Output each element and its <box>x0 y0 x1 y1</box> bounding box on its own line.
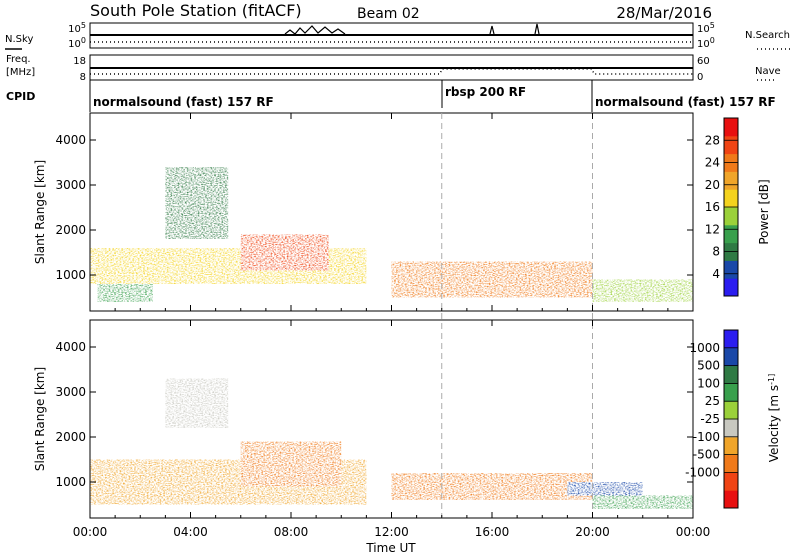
noise-top-tick: 105 <box>68 21 86 35</box>
beam-label: Beam 02 <box>357 6 420 22</box>
freq-top-tick: 18 <box>73 56 86 67</box>
power-region-5 <box>592 279 693 302</box>
velocity-panel: 1000 2000 3000 4000 Slant Range [km] <box>33 319 694 519</box>
power-ylabel: Slant Range [km] <box>33 160 47 264</box>
power-colorbar-label-0: 4 <box>712 267 720 281</box>
velocity-ytick-label-0: 1000 <box>55 475 86 489</box>
cpid-segment-2: rbsp 200 RF <box>445 85 526 99</box>
nave-label: Nave <box>755 66 781 77</box>
date-label: 28/Mar/2016 <box>616 4 712 22</box>
velocity-region-5 <box>592 495 693 509</box>
power-colorbar-label-6: 28 <box>705 133 720 147</box>
velocity-colorbar-segment-6 <box>724 383 738 402</box>
x-tick-label-2: 08:00 <box>274 525 309 539</box>
power-colorbar-segment-0 <box>724 278 738 297</box>
velocity-ytick-label-3: 4000 <box>55 340 86 354</box>
station-title: South Pole Station (fitACF) <box>90 1 302 20</box>
velocity-colorbar-label-0: 1000 <box>689 341 720 355</box>
velocity-ylabel: Slant Range [km] <box>33 367 47 471</box>
power-colorbar-segment-8 <box>724 135 738 155</box>
power-colorbar-segment-6 <box>724 171 738 190</box>
power-colorbar-label-1: 8 <box>712 245 720 259</box>
velocity-colorbar-label-3: 25 <box>705 394 720 408</box>
noise-spikes <box>284 23 540 35</box>
power-ytick-label-2: 3000 <box>55 178 86 192</box>
velocity-colorbar-segment-7 <box>724 365 738 384</box>
velocity-colorbar-label-7: -1000 <box>685 465 720 479</box>
noise-bottom-tick-right: 100 <box>697 36 715 50</box>
power-ytick-label-1: 2000 <box>55 223 86 237</box>
power-colorbar-segment-4 <box>724 207 738 226</box>
power-colorbar-segment-9 <box>724 118 738 137</box>
velocity-colorbar-segment-8 <box>724 347 738 367</box>
cpid-segment-3: normalsound (fast) 157 RF <box>595 95 776 109</box>
velocity-colorbar-label: Velocity [m s-1] <box>767 374 781 462</box>
x-axis: 00:00 04:00 08:00 12:00 16:00 20:00 00:00 <box>73 113 711 539</box>
x-tick-label-3: 12:00 <box>374 525 409 539</box>
power-colorbar-label-3: 16 <box>705 200 720 214</box>
freq-bottom-tick: 8 <box>80 72 86 83</box>
velocity-colorbar-segment-3 <box>724 436 738 456</box>
power-colorbar-label: Power [dB] <box>757 179 771 244</box>
velocity-ytick-label-2: 3000 <box>55 385 86 399</box>
power-colorbar-label-2: 12 <box>705 222 720 236</box>
power-ytick-label-3: 4000 <box>55 133 86 147</box>
power-region-2 <box>165 167 229 239</box>
noise-bottom-tick: 100 <box>68 36 86 50</box>
power-colorbar-label-5: 24 <box>705 156 720 170</box>
power-colorbar: 4 8 12 16 20 24 28 <box>705 117 739 297</box>
power-panel: 1000 2000 3000 4000 Slant Range [km] <box>33 112 694 312</box>
velocity-region-3 <box>391 473 593 500</box>
power-y-axis: 1000 2000 3000 4000 <box>55 133 693 282</box>
mode-change-lines <box>441 113 593 518</box>
freq-label-2: [MHz] <box>6 67 35 78</box>
nsky-label: N.Sky <box>5 34 33 45</box>
x-axis-label: Time UT <box>365 541 416 554</box>
power-colorbar-segment-1 <box>724 260 738 279</box>
velocity-ytick-label-1: 2000 <box>55 430 86 444</box>
velocity-colorbar-segment-1 <box>724 472 738 491</box>
cpid-segment-1: normalsound (fast) 157 RF <box>93 95 274 109</box>
power-colorbar-segment-3 <box>724 224 738 244</box>
velocity-colorbar-segment-9 <box>724 330 738 349</box>
x-tick-label-5: 20:00 <box>575 525 610 539</box>
power-region-4 <box>391 261 593 298</box>
velocity-colorbar-segment-0 <box>724 490 738 509</box>
velocity-data <box>90 378 693 509</box>
power-region-1 <box>97 284 153 302</box>
velocity-region-2 <box>240 441 342 487</box>
x-tick-label-1: 04:00 <box>173 525 208 539</box>
velocity-colorbar-label-4: -25 <box>700 412 720 426</box>
freq-label-1: Freq. <box>6 54 31 65</box>
nave-bottom-tick: 0 <box>697 72 703 83</box>
velocity-colorbar-label-1: 500 <box>697 359 720 373</box>
power-region-3 <box>240 234 329 271</box>
x-tick-label-4: 16:00 <box>475 525 510 539</box>
velocity-colorbar-segment-2 <box>724 454 738 473</box>
velocity-colorbar-label-2: 100 <box>697 376 720 390</box>
velocity-colorbar-segment-5 <box>724 401 738 420</box>
velocity-region-4 <box>567 482 643 496</box>
cpid-label: CPID <box>6 90 35 103</box>
velocity-colorbar-label-6: -500 <box>693 448 720 462</box>
velocity-colorbar-label-5: -100 <box>693 430 720 444</box>
power-data <box>90 167 693 302</box>
velocity-region-1 <box>165 378 229 428</box>
nave-trace <box>90 68 693 75</box>
x-tick-label-0: 00:00 <box>73 525 108 539</box>
x-tick-label-6: 00:00 <box>676 525 711 539</box>
noise-top-tick-right: 105 <box>697 21 715 35</box>
velocity-colorbar: 1000 500 100 25 -25 -100 -500 -1000 <box>685 329 739 509</box>
nsearch-label: N.Search <box>745 30 790 41</box>
power-ytick-label-0: 1000 <box>55 268 86 282</box>
power-colorbar-label-4: 20 <box>705 178 720 192</box>
power-colorbar-segment-5 <box>724 189 738 208</box>
velocity-colorbar-segment-4 <box>724 419 738 438</box>
velocity-y-axis: 1000 2000 3000 4000 <box>55 340 693 489</box>
nave-top-tick: 60 <box>697 56 710 67</box>
